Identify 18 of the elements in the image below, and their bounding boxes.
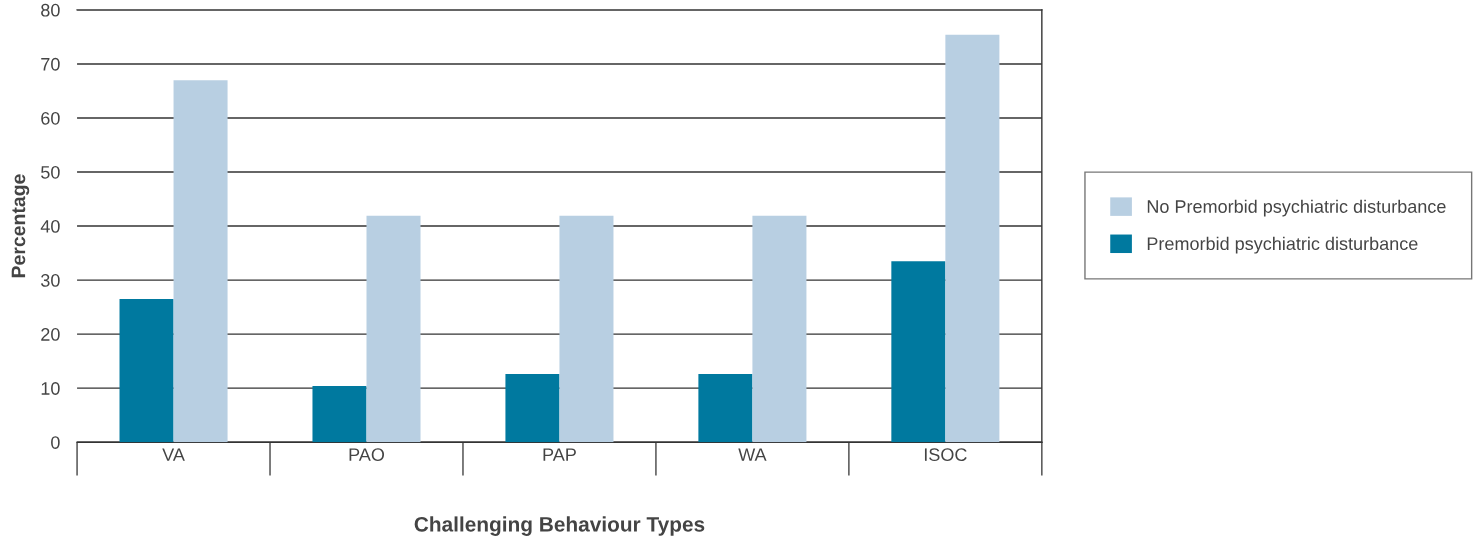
x-tick-label: PAO xyxy=(349,448,385,462)
y-tick-label: 60 xyxy=(41,111,60,125)
legend-label: Premorbid psychiatric disturbance xyxy=(1147,236,1418,254)
x-tick-label: PAP xyxy=(543,448,576,461)
legend-label: No Premorbid psychiatric disturbance xyxy=(1147,199,1446,217)
x-tick-label: VA xyxy=(162,448,185,461)
x-tick-label: WA xyxy=(738,448,767,461)
x-tick-label: ISOC xyxy=(924,448,967,462)
y-tick-label: 10 xyxy=(41,382,60,395)
y-tick-label: 50 xyxy=(41,165,60,179)
y-tick-label: 40 xyxy=(40,219,60,233)
y-tick-label: 30 xyxy=(41,274,60,287)
x-axis-title: Challenging Behaviour Types xyxy=(414,516,705,536)
y-tick-label: 20 xyxy=(41,328,60,341)
y-tick-label: 0 xyxy=(51,436,60,449)
y-tick-label: 70 xyxy=(41,57,60,71)
y-axis-title: Percentage xyxy=(11,174,30,278)
y-tick-label: 80 xyxy=(41,3,60,17)
